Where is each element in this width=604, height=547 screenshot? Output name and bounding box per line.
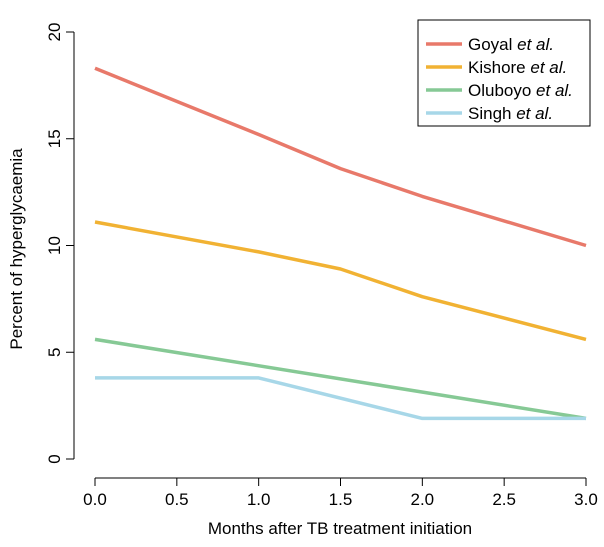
x-tick-label: 0.5 (165, 490, 189, 509)
y-tick-label: 20 (45, 23, 64, 42)
y-axis-title: Percent of hyperglycaemia (7, 148, 26, 350)
y-tick-label: 10 (45, 236, 64, 255)
x-tick-label: 2.5 (492, 490, 516, 509)
y-tick-label: 15 (45, 129, 64, 148)
y-tick-label: 0 (45, 454, 64, 463)
legend-label-singh: Singh et al. (468, 104, 553, 123)
x-axis-title: Months after TB treatment initiation (208, 519, 472, 538)
x-tick-label: 3.0 (574, 490, 598, 509)
x-tick-label: 0.0 (83, 490, 107, 509)
series-line-singh (95, 376, 586, 421)
axes: 0.0 0.5 1.0 1.5 2.0 2.5 3.0 0 5 10 15 20 (45, 23, 598, 509)
legend-box (417, 19, 591, 127)
x-tick-label: 2.0 (411, 490, 435, 509)
series-line-kishore (94, 220, 587, 342)
y-tick-label: 5 (45, 348, 64, 357)
x-tick-label: 1.0 (247, 490, 271, 509)
series-line-oluboyo (94, 337, 587, 421)
legend-label-kishore: Kishore et al. (468, 58, 567, 77)
legend-label-goyal: Goyal et al. (468, 35, 554, 54)
legend-label-oluboyo: Oluboyo et al. (468, 81, 573, 100)
series-layer (94, 66, 587, 421)
legend: Goyal et al. Kishore et al. Oluboyo et al.… (417, 19, 591, 127)
x-tick-label: 1.5 (329, 490, 353, 509)
series-line-goyal (94, 66, 587, 248)
